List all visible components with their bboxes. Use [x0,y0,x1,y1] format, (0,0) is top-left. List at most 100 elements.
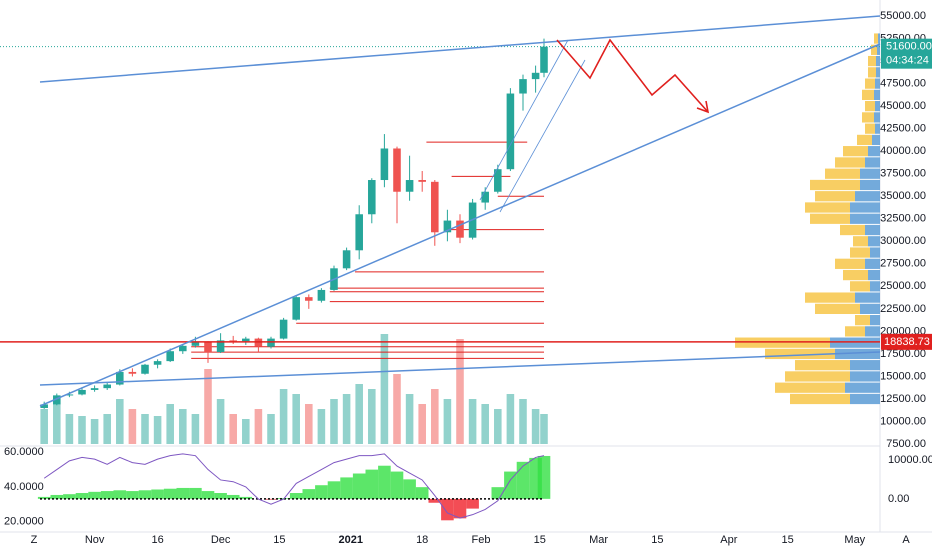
volume-bar [90,419,99,444]
candle-body [342,250,351,269]
profile-sell [850,360,880,371]
trend-line [39,43,881,407]
volume-bar [431,389,439,444]
profile-buy [868,55,876,67]
candle-body [204,342,212,353]
profile-buy [795,360,850,371]
profile-buy [845,326,865,337]
profile-buy [835,157,865,168]
x-tick-label: Apr [720,534,737,546]
candle-body [53,395,61,405]
y-tick-label: 37500.00 [880,168,926,180]
candle-body [494,169,502,192]
volume-bar [40,409,48,444]
volume-bar [355,384,363,444]
osc-line [43,453,545,519]
y-tick-label: 25000.00 [880,280,926,292]
profile-sell [865,224,880,236]
profile-buy [735,337,830,348]
candle-body [405,180,414,192]
marked-price-box [881,333,932,350]
volume-bar [380,334,389,444]
volume-bar [254,409,263,444]
volume-bar [242,419,250,444]
osc-histogram [214,493,227,499]
last-price-label: 51600.00 [886,41,932,53]
candle-body [418,180,426,182]
osc-histogram [491,487,505,499]
volume-bar [531,409,540,444]
osc-histogram [63,494,76,499]
profile-sell [872,134,880,146]
osc-histogram [50,494,64,499]
volume-bar [292,394,300,444]
y-tick-label: 47500.00 [880,78,926,90]
volume-bar [65,414,74,444]
candle-body [267,338,275,347]
y-tick-label: 32500.00 [880,213,926,225]
osc-histogram [100,491,114,499]
profile-sell [865,258,880,269]
volume-bar [191,414,200,444]
profile-buy [810,213,850,224]
y-tick-label: 35000.00 [880,190,926,202]
axis-button[interactable]: A [902,534,910,546]
osc-histogram [88,491,101,499]
volume-bar [78,416,86,444]
axis-button[interactable]: Z [31,534,38,546]
profile-sell [850,213,880,224]
profile-buy [865,123,875,134]
profile-sell [835,348,880,360]
osc-tick-label: 20.0000 [4,515,44,527]
profile-buy [765,348,835,360]
x-tick-label: 15 [534,534,546,546]
profile-sell [850,202,880,213]
profile-buy [835,258,865,269]
osc-tick-label: 0.00 [888,493,909,505]
profile-sell [865,326,880,337]
osc-histogram [352,473,366,499]
profile-buy [862,112,874,123]
volume-bar [443,399,452,444]
x-tick-label: Feb [472,534,491,546]
osc-histogram [113,490,127,499]
candle-body [65,394,74,396]
x-tick-label: Dec [211,534,231,546]
y-tick-label: 30000.00 [880,235,926,247]
osc-histogram [428,498,442,503]
osc-histogram [226,494,240,499]
volume-bar [317,409,326,444]
osc-histogram [327,481,341,499]
x-tick-label: May [844,534,865,546]
profile-buy [815,303,860,314]
volume-bar [519,399,527,444]
candle-body [229,340,237,342]
candle-body [40,404,48,408]
candle-body [540,46,548,73]
profile-buy [868,67,876,78]
volume-bar [166,404,174,444]
candle-body [481,191,489,203]
candle-body [368,180,376,215]
y-tick-label: 45000.00 [880,100,926,112]
x-tick-label: Nov [85,534,105,546]
profile-sell [878,33,880,44]
profile-buy [871,44,877,55]
x-tick-label: 15 [781,534,793,546]
profile-buy [855,314,870,326]
candle-body [519,79,527,94]
candle-body [116,371,124,385]
x-tick-label: 18 [416,534,428,546]
volume-bar [468,399,477,444]
candle-body [431,181,439,233]
y-tick-label: 17500.00 [880,348,926,360]
trend-line [39,15,881,83]
volume-bar [141,414,149,444]
osc-histogram [365,469,379,499]
trend-line [39,351,881,386]
osc-histogram [504,471,517,499]
profile-buy [810,179,860,191]
profile-buy [850,247,870,258]
profile-buy [840,224,865,236]
